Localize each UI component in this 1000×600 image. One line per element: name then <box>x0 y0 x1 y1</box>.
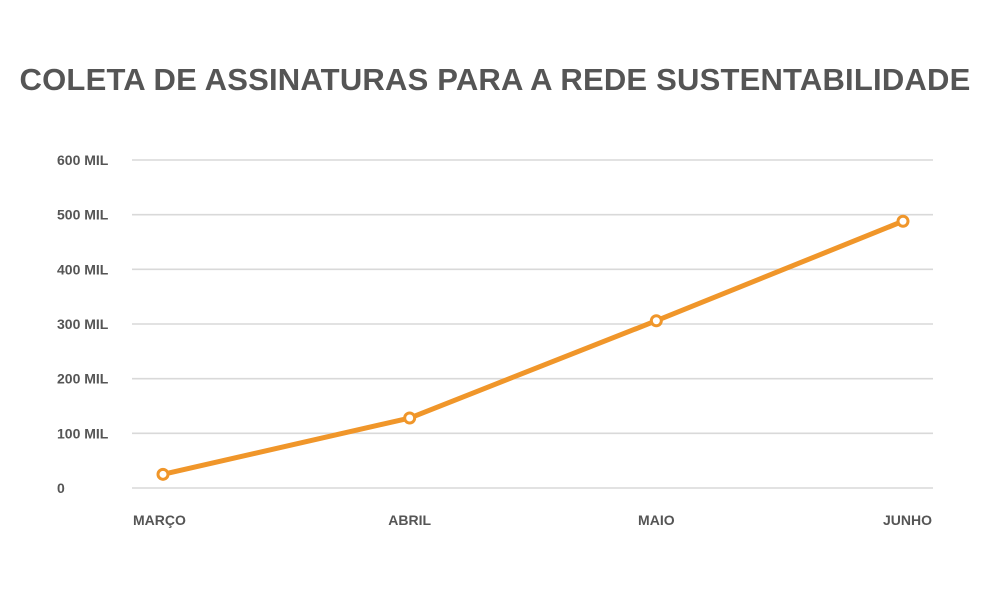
x-axis-ticks: MARÇO ABRIL MAIO JUNHO <box>133 512 932 528</box>
y-tick-label: 600 MIL <box>57 152 109 168</box>
x-tick-label: MARÇO <box>133 512 186 528</box>
data-point <box>896 214 910 228</box>
data-point <box>403 411 417 425</box>
x-tick-label: MAIO <box>638 512 675 528</box>
x-tick-label: ABRIL <box>388 512 431 528</box>
y-tick-label: 0 <box>57 480 65 496</box>
y-axis-ticks: 0 100 MIL 200 MIL 300 MIL 400 MIL 500 MIL 600 … <box>57 152 109 496</box>
y-tick-label: 100 MIL <box>57 425 109 441</box>
series-line <box>160 218 906 477</box>
y-tick-label: 500 MIL <box>57 207 109 223</box>
y-tick-label: 300 MIL <box>57 316 109 332</box>
data-point <box>649 314 663 328</box>
y-tick-label: 400 MIL <box>57 261 109 277</box>
chart-title: COLETA DE ASSINATURAS PARA A REDE SUSTEN… <box>19 62 971 97</box>
data-point <box>156 467 170 481</box>
gridlines <box>132 159 933 489</box>
x-tick-label: JUNHO <box>883 512 932 528</box>
y-tick-label: 200 MIL <box>57 371 109 387</box>
series-layer <box>156 214 910 481</box>
